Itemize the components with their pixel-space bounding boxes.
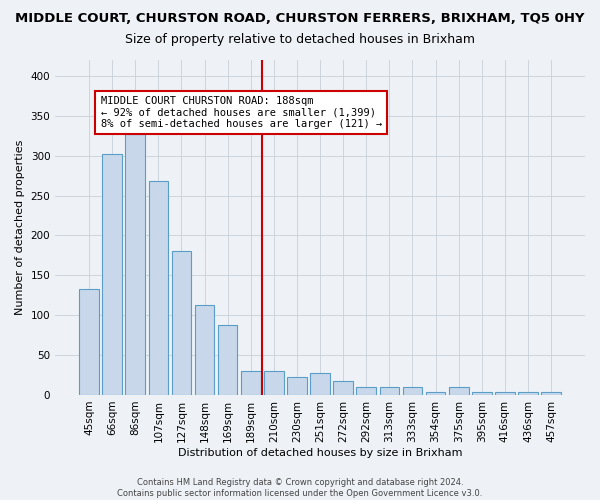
Bar	[518, 392, 538, 395]
Bar	[287, 378, 307, 395]
Bar	[195, 305, 214, 395]
Text: MIDDLE COURT, CHURSTON ROAD, CHURSTON FERRERS, BRIXHAM, TQ5 0HY: MIDDLE COURT, CHURSTON ROAD, CHURSTON FE…	[15, 12, 585, 26]
Bar	[103, 154, 122, 395]
Bar	[218, 325, 238, 395]
Bar	[241, 371, 260, 395]
Bar	[334, 380, 353, 395]
Bar	[380, 387, 399, 395]
Bar	[264, 371, 284, 395]
Bar	[495, 392, 515, 395]
Bar	[79, 289, 99, 395]
Bar	[426, 392, 445, 395]
Bar	[125, 134, 145, 395]
X-axis label: Distribution of detached houses by size in Brixham: Distribution of detached houses by size …	[178, 448, 463, 458]
Bar	[172, 252, 191, 395]
Text: MIDDLE COURT CHURSTON ROAD: 188sqm
← 92% of detached houses are smaller (1,399)
: MIDDLE COURT CHURSTON ROAD: 188sqm ← 92%…	[101, 96, 382, 129]
Y-axis label: Number of detached properties: Number of detached properties	[15, 140, 25, 315]
Bar	[356, 387, 376, 395]
Bar	[449, 387, 469, 395]
Bar	[310, 374, 330, 395]
Text: Contains HM Land Registry data © Crown copyright and database right 2024.
Contai: Contains HM Land Registry data © Crown c…	[118, 478, 482, 498]
Bar	[541, 392, 561, 395]
Text: Size of property relative to detached houses in Brixham: Size of property relative to detached ho…	[125, 32, 475, 46]
Bar	[403, 387, 422, 395]
Bar	[472, 392, 491, 395]
Bar	[149, 181, 168, 395]
